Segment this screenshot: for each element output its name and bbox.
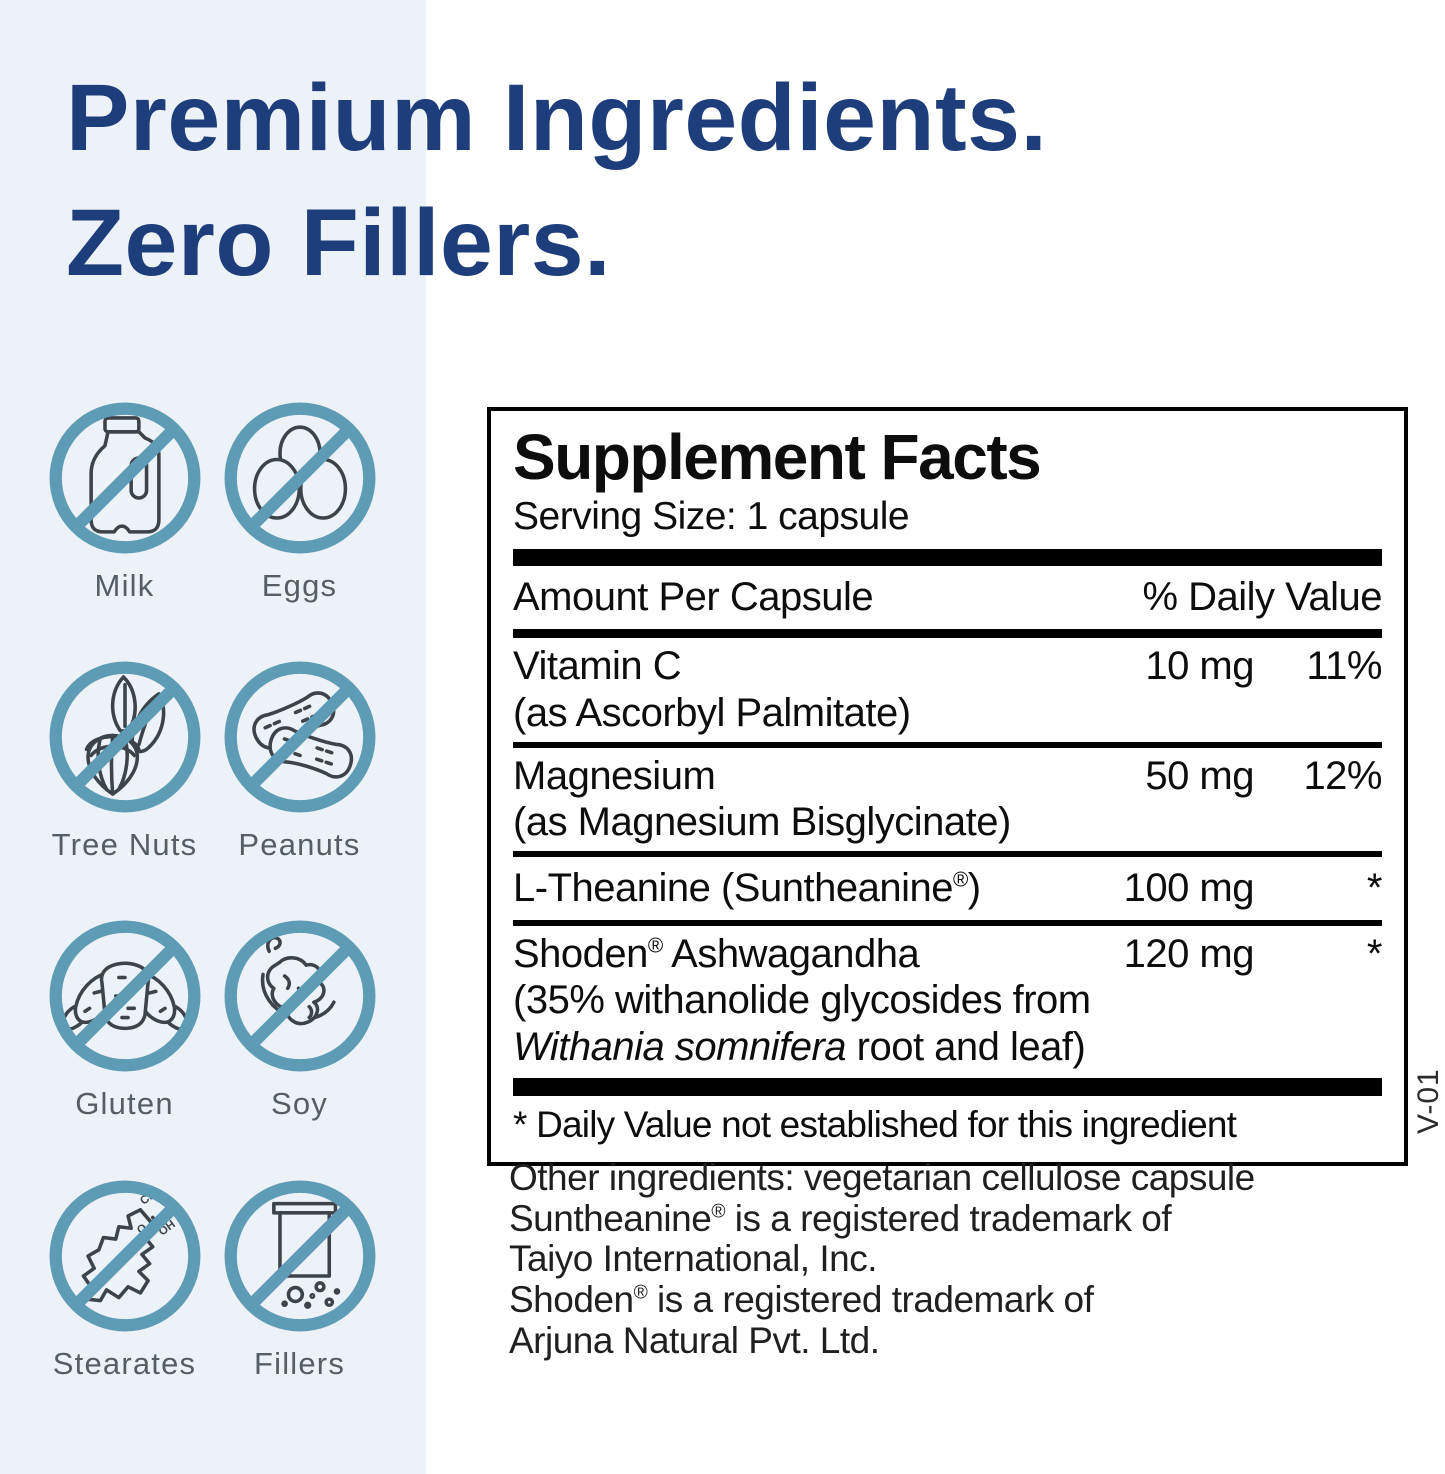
ingredient-name: Magnesium (513, 753, 716, 798)
ingredient-amount: 10 mg (1145, 644, 1254, 689)
divider-thin (513, 741, 1382, 748)
divider-thin (513, 920, 1382, 927)
allergen-item-fillers: Fillers (212, 1179, 387, 1382)
croissant-icon (49, 920, 200, 1072)
note-line: Taiyo International, Inc. (509, 1238, 877, 1280)
allergen-item-gluten: Gluten (37, 919, 212, 1122)
headline-line-2: Zero Fillers. (66, 190, 612, 297)
supplement-facts-title: Supplement Facts (513, 421, 1042, 493)
supplement-facts-panel: Supplement Facts Serving Size: 1 capsule… (487, 407, 1408, 1166)
allergen-item-eggs: Eggs (212, 401, 387, 604)
allergen-label: Milk (94, 568, 155, 603)
divider-thin (513, 851, 1382, 858)
ingredient-amount: 100 mg (1123, 866, 1255, 911)
tree-nut-icon (49, 661, 200, 813)
milk-jug-icon (49, 402, 200, 554)
left-background-band (0, 0, 426, 1474)
ingredient-name: Shoden® Ashwagandha (513, 932, 920, 977)
ingredient-daily-value: 11% (1306, 644, 1382, 689)
allergen-item-peanuts: Peanuts (212, 660, 387, 863)
divider-thick-bottom (513, 1077, 1382, 1096)
ingredient-amount: 50 mg (1145, 753, 1254, 798)
ingredient-daily-value: * (1366, 932, 1383, 977)
ingredient-detail: (as Magnesium Bisglycinate) (513, 799, 1011, 844)
eggs-icon (224, 402, 375, 554)
allergen-label: Eggs (261, 568, 338, 603)
ingredient-daily-value: 12% (1303, 753, 1382, 798)
allergen-item-milk: Milk (37, 401, 212, 604)
soybean-pod-icon (224, 920, 375, 1072)
allergen-label: Tree Nuts (51, 827, 198, 863)
filler-jar-icon (224, 1180, 375, 1332)
other-ingredients-notes: Other ingredients: vegetarian cellulose … (509, 1157, 1255, 1361)
note-line: Other ingredients: vegetarian cellulose … (509, 1157, 1255, 1198)
allergen-label: Stearates (52, 1345, 197, 1381)
divider-thick (513, 549, 1382, 567)
ingredient-row-magnesium: Magnesium 50 mg 12% (as Magnesium Bisgly… (513, 748, 1383, 851)
ingredient-row-vitamin-c: Vitamin C 10 mg 11% (as Ascorbyl Palmita… (513, 638, 1383, 741)
ingredient-daily-value: * (1366, 866, 1383, 911)
ingredient-name: L-Theanine (Suntheanine®) (513, 866, 981, 911)
daily-value-footnote: * Daily Value not established for this i… (513, 1103, 1237, 1145)
version-label: V-01 (1412, 1068, 1445, 1134)
note-line: Suntheanine® is a registered trademark o… (509, 1197, 1172, 1239)
ingredient-detail: (35% withanolide glycosides from (513, 978, 1091, 1023)
ingredient-row-l-theanine: L-Theanine (Suntheanine®) 100 mg * (513, 857, 1383, 920)
allergen-label: Fillers (253, 1345, 346, 1381)
page-title: Premium Ingredients. Zero Fillers. (66, 56, 1047, 307)
allergen-free-grid: Milk Eggs (37, 401, 387, 1382)
allergen-label: Peanuts (238, 827, 361, 863)
species-italic: Withania somnifera (513, 1024, 847, 1069)
allergen-item-soy: Soy (212, 919, 387, 1122)
note-line: Arjuna Natural Pvt. Ltd. (509, 1319, 880, 1361)
allergen-label: Gluten (75, 1086, 174, 1122)
column-daily-value: % Daily Value (1142, 575, 1382, 620)
ingredient-detail: (as Ascorbyl Palmitate) (513, 690, 911, 735)
ingredient-name: Vitamin C (513, 644, 682, 689)
allergen-label: Soy (270, 1086, 329, 1122)
divider-medium (513, 629, 1382, 639)
peanuts-icon (224, 661, 375, 813)
note-line: Shoden® is a registered trademark of (509, 1279, 1094, 1321)
facts-column-headers: Amount Per Capsule % Daily Value (513, 566, 1382, 629)
allergen-item-tree-nuts: Tree Nuts (37, 660, 212, 863)
ingredient-detail-species: Withania somnifera root and leaf) (513, 1023, 1382, 1076)
ingredient-amount: 120 mg (1123, 932, 1255, 977)
ingredient-row-ashwagandha: Shoden® Ashwagandha 120 mg * (35% withan… (513, 926, 1383, 1076)
headline-line-1: Premium Ingredients. (66, 65, 1048, 171)
allergen-item-stearates: CH₃ OH O Stearates (37, 1179, 212, 1382)
column-amount: Amount Per Capsule (513, 575, 874, 620)
species-rest: root and leaf) (846, 1024, 1086, 1069)
serving-size: Serving Size: 1 capsule (513, 495, 910, 539)
stearate-molecule-icon: CH₃ OH O (49, 1180, 200, 1332)
